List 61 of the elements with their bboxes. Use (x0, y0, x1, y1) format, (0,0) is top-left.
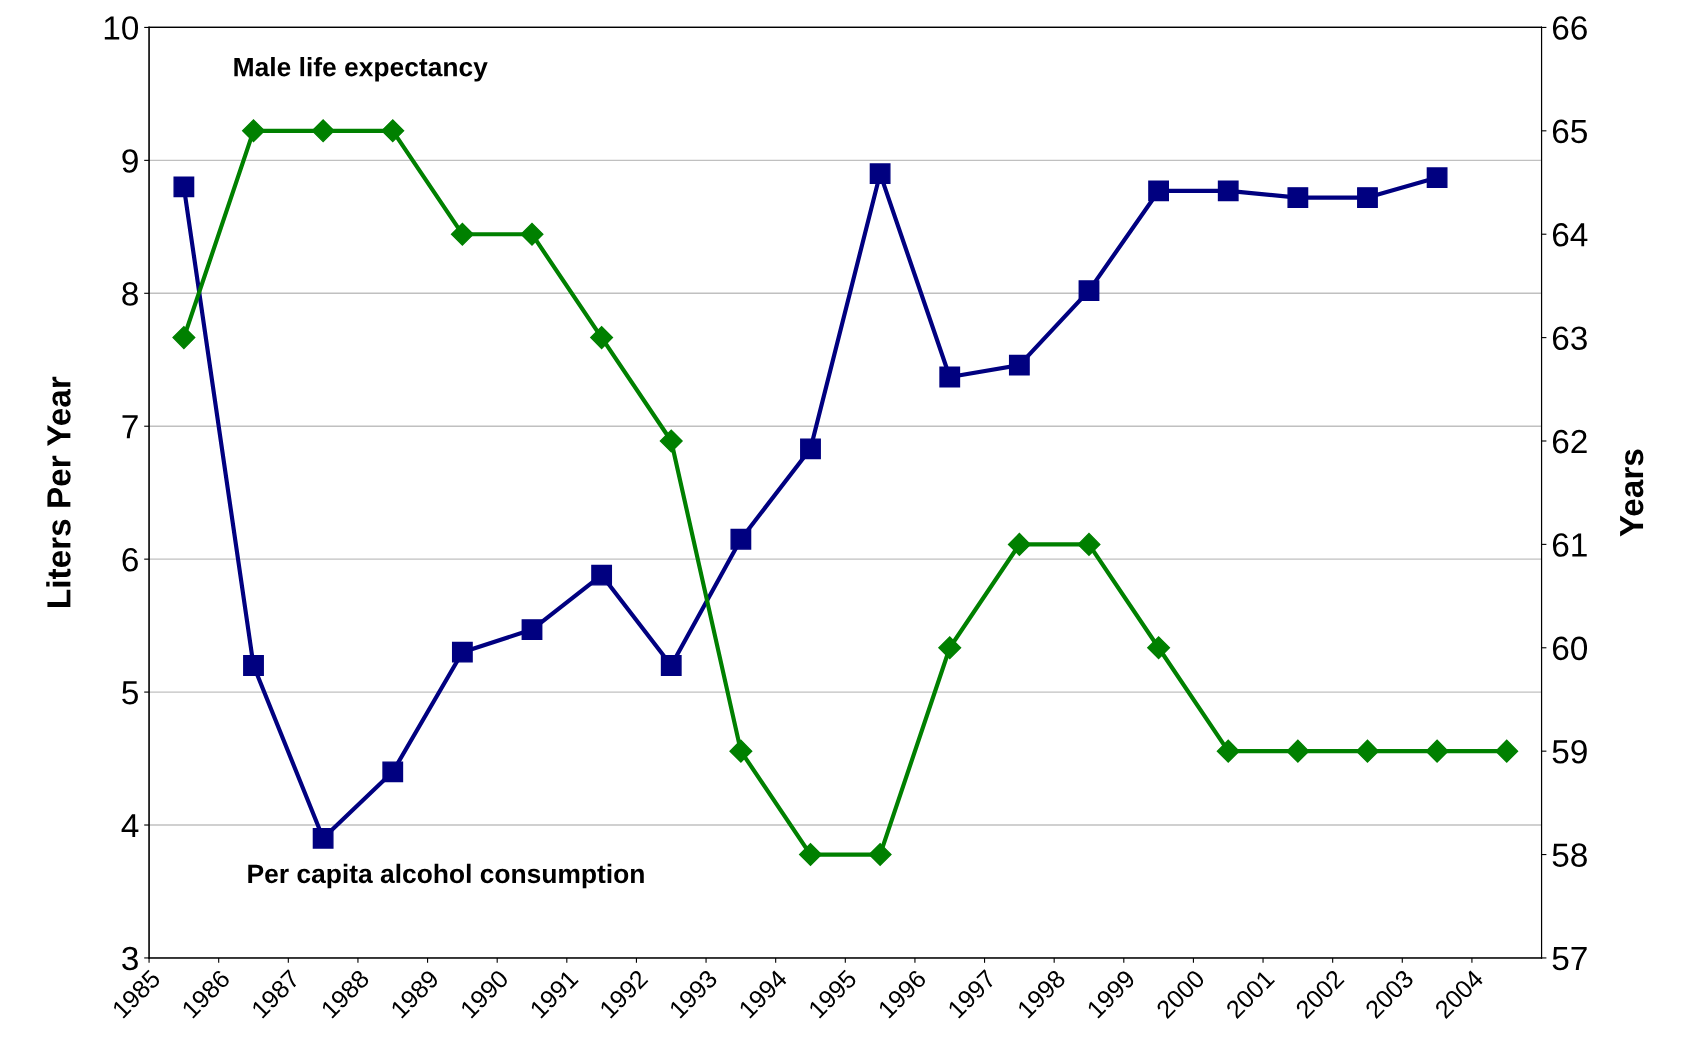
y2-tick-label: 59 (1552, 739, 1587, 764)
point (730, 528, 752, 550)
y2-tick-label: 62 (1552, 429, 1587, 454)
point (869, 163, 891, 185)
point (1008, 354, 1030, 376)
point (520, 222, 544, 246)
y-tick-label: 9 (122, 149, 138, 173)
point (1216, 739, 1240, 763)
point (1217, 180, 1239, 202)
point (451, 641, 473, 663)
point (1287, 187, 1309, 208)
point (868, 843, 892, 867)
y2-tick-label: 60 (1552, 636, 1588, 661)
point (312, 827, 334, 849)
y-tick-label: 6 (122, 547, 138, 572)
point (311, 119, 335, 143)
y-tick-label: 7 (122, 415, 138, 439)
y2-tick-label: 65 (1552, 119, 1587, 144)
point (938, 636, 962, 660)
y2-tick-label: 66 (1552, 16, 1587, 40)
point (1426, 167, 1448, 189)
point (1357, 187, 1378, 208)
y2-tick-label: 64 (1552, 223, 1588, 247)
point (173, 176, 195, 198)
y-tick-label: 8 (122, 282, 138, 306)
point (450, 222, 474, 246)
point (1148, 180, 1170, 202)
point (242, 119, 266, 143)
y2-tick-label: 58 (1552, 843, 1587, 867)
point (659, 429, 683, 453)
point (729, 739, 753, 763)
y-tick-label: 3 (122, 946, 138, 971)
y-tick-label: 4 (121, 814, 139, 838)
point (381, 119, 405, 143)
point (798, 843, 822, 867)
point (660, 655, 682, 676)
point (1286, 739, 1310, 763)
y2-tick-label: 61 (1552, 533, 1587, 557)
point (1147, 636, 1171, 660)
point (1495, 739, 1519, 763)
point (800, 438, 821, 460)
y-tick-label: 10 (104, 16, 139, 40)
point (521, 619, 543, 641)
y-axis-title: Liters Per Year (46, 376, 71, 607)
point (1355, 739, 1379, 763)
text: Per capita alcohol consumption (248, 863, 644, 889)
point (1007, 532, 1031, 556)
point (1077, 532, 1101, 556)
y2-axis-title: Years (1620, 449, 1644, 537)
point (172, 326, 196, 350)
series-label: Male life expectancy (234, 57, 488, 82)
point (591, 564, 613, 586)
y-tick-label: 5 (122, 681, 138, 705)
point (382, 761, 404, 783)
point (590, 326, 614, 350)
point (243, 655, 264, 676)
y2-tick-label: 57 (1552, 947, 1587, 971)
point (939, 366, 961, 388)
y2-tick-label: 63 (1552, 326, 1587, 351)
point (1425, 739, 1449, 763)
point (1078, 280, 1100, 302)
